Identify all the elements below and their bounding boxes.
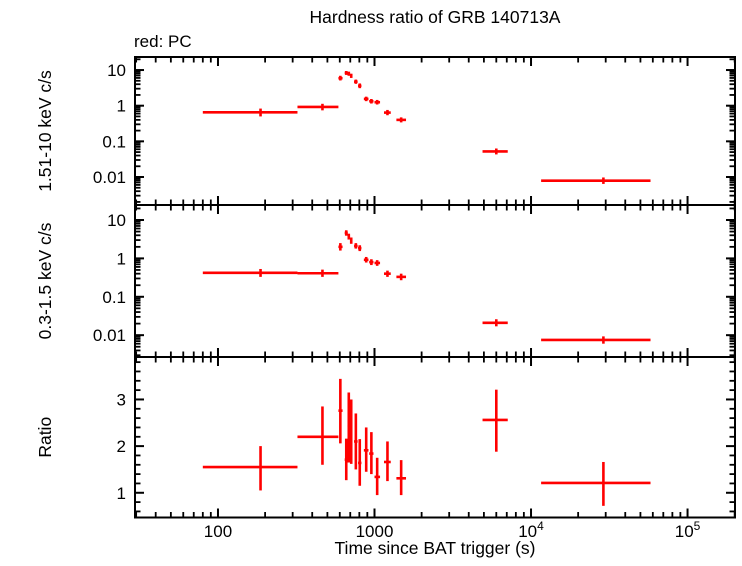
figure-title: Hardness ratio of GRB 140713A	[310, 7, 561, 27]
y-tick-label-soft_band_rate: 0.1	[102, 288, 126, 307]
y-tick-label-soft_band_rate: 1	[117, 249, 126, 268]
y-tick-label-hard_band_rate: 0.01	[93, 168, 126, 187]
y-axis-label-ratio: Ratio	[35, 417, 55, 458]
data-series-hard_band_rate	[202, 70, 651, 184]
y-tick-label-hard_band_rate: 1	[117, 97, 126, 116]
y-tick-label-ratio: 1	[117, 484, 126, 503]
data-series-ratio	[202, 378, 651, 506]
y-axis-label-hard_band_rate: 1.51-10 keV c/s	[35, 70, 55, 192]
y-tick-label-ratio: 3	[117, 390, 126, 409]
x-tick-label: 104	[518, 519, 544, 541]
x-tick-label: 105	[675, 519, 701, 541]
y-tick-label-soft_band_rate: 0.01	[93, 326, 126, 345]
axis-ticks-soft_band_rate	[135, 206, 736, 357]
x-axis-label: Time since BAT trigger (s)	[335, 538, 536, 558]
axis-ticks-hard_band_rate	[135, 58, 736, 204]
x-tick-label: 1000	[356, 522, 394, 541]
y-tick-label-hard_band_rate: 10	[107, 61, 126, 80]
data-series-soft_band_rate	[202, 230, 651, 344]
y-axis-label-soft_band_rate: 0.3-1.5 keV c/s	[35, 222, 55, 339]
legend-mode-label: red: PC	[134, 32, 192, 51]
y-tick-label-soft_band_rate: 10	[107, 211, 126, 230]
y-tick-label-ratio: 2	[117, 437, 126, 456]
x-tick-label: 100	[204, 522, 232, 541]
axis-ticks-ratio	[135, 358, 736, 517]
y-tick-label-hard_band_rate: 0.1	[102, 132, 126, 151]
panel-frame-ratio	[134, 356, 736, 519]
